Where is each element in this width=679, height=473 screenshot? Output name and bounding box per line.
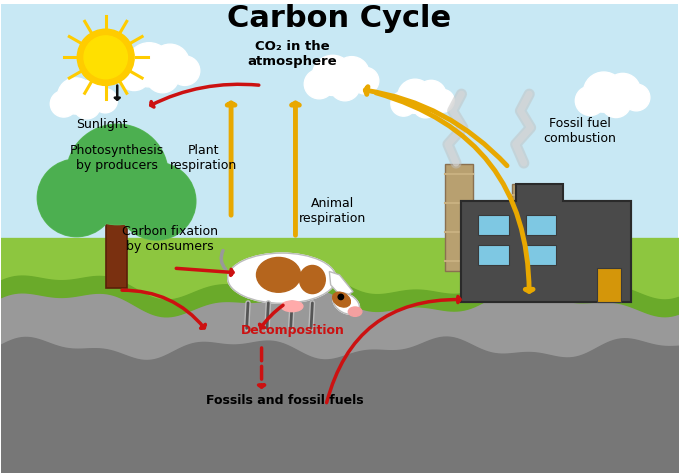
Circle shape [170, 56, 200, 86]
Circle shape [575, 86, 605, 115]
Circle shape [601, 88, 631, 117]
Circle shape [84, 36, 128, 79]
FancyBboxPatch shape [512, 184, 538, 272]
FancyBboxPatch shape [597, 268, 621, 302]
Circle shape [330, 71, 360, 101]
Text: Decomposition: Decomposition [241, 324, 345, 337]
Circle shape [391, 91, 416, 116]
FancyBboxPatch shape [445, 165, 473, 272]
Circle shape [67, 125, 168, 224]
Circle shape [58, 78, 94, 114]
Circle shape [50, 90, 77, 117]
Circle shape [37, 159, 116, 236]
Text: Sunlight: Sunlight [77, 117, 128, 131]
Text: Carbon Cycle: Carbon Cycle [227, 4, 452, 33]
Circle shape [431, 89, 454, 112]
Ellipse shape [281, 301, 303, 312]
FancyBboxPatch shape [479, 215, 509, 235]
Circle shape [605, 73, 640, 108]
Circle shape [127, 43, 172, 87]
Circle shape [93, 89, 117, 113]
Ellipse shape [257, 257, 301, 292]
Polygon shape [329, 272, 353, 298]
Circle shape [73, 92, 100, 119]
Circle shape [67, 124, 168, 225]
Circle shape [151, 44, 189, 82]
Circle shape [398, 79, 433, 114]
Text: Fossil fuel
combustion: Fossil fuel combustion [544, 117, 617, 145]
Polygon shape [462, 184, 631, 302]
FancyBboxPatch shape [479, 245, 509, 265]
FancyBboxPatch shape [526, 245, 556, 265]
Text: CO₂ in the
atmosphere: CO₂ in the atmosphere [247, 40, 337, 68]
Text: Plant
respiration: Plant respiration [170, 144, 238, 172]
Ellipse shape [299, 265, 325, 294]
Circle shape [304, 70, 334, 99]
Ellipse shape [348, 307, 362, 316]
Circle shape [146, 61, 179, 93]
FancyBboxPatch shape [526, 215, 556, 235]
Circle shape [413, 93, 438, 118]
Circle shape [583, 72, 624, 112]
Circle shape [77, 79, 109, 110]
Circle shape [117, 58, 151, 90]
FancyBboxPatch shape [106, 211, 128, 288]
Circle shape [623, 84, 650, 111]
Circle shape [117, 162, 196, 240]
Circle shape [118, 163, 195, 239]
Circle shape [77, 29, 134, 86]
Text: Photosynthesis
by producers: Photosynthesis by producers [70, 144, 164, 172]
Circle shape [338, 294, 344, 299]
Circle shape [38, 160, 115, 236]
Text: Animal
respiration: Animal respiration [299, 197, 367, 225]
Text: Carbon fixation
by consumers: Carbon fixation by consumers [122, 225, 218, 254]
Circle shape [334, 57, 369, 91]
Circle shape [352, 67, 379, 94]
Ellipse shape [227, 253, 336, 303]
Ellipse shape [333, 292, 350, 307]
Circle shape [416, 80, 446, 110]
Ellipse shape [333, 293, 359, 315]
FancyBboxPatch shape [462, 201, 631, 302]
Text: Fossils and fossil fuels: Fossils and fossil fuels [206, 394, 364, 406]
Circle shape [312, 55, 353, 96]
